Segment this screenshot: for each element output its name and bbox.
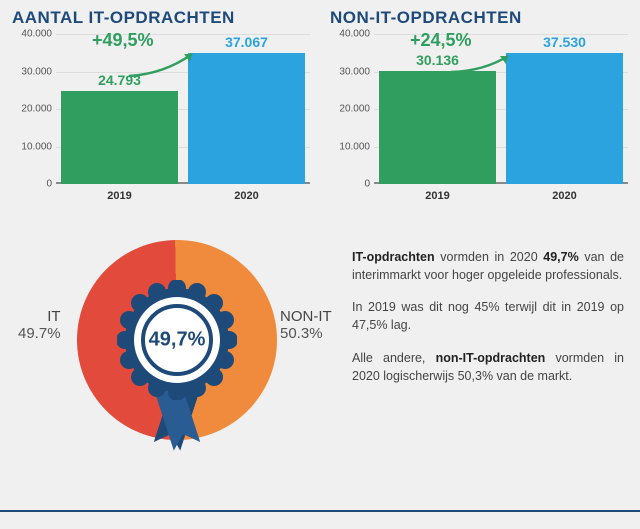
bar-2019-nonit: 30.136	[374, 34, 501, 184]
pie-right-name: NON-IT	[280, 308, 332, 325]
pie-right-pct: 50.3%	[280, 325, 332, 342]
bar	[61, 91, 178, 184]
bar	[379, 71, 496, 184]
bold-text: 49,7%	[543, 250, 578, 264]
growth-label-it: +49,5%	[92, 30, 154, 51]
ytick: 30.000	[21, 66, 52, 77]
x-label: 2019	[374, 190, 501, 202]
bar-2020-nonit: 37.530	[501, 34, 628, 184]
ytick: 0	[364, 179, 370, 190]
growth-label-nonit: +24,5%	[410, 30, 472, 51]
paragraph-3: Alle andere, non-IT-opdrachten vormden i…	[352, 349, 624, 385]
pie-center-pct: 49,7%	[149, 329, 206, 352]
text: Alle andere,	[352, 351, 436, 365]
pie-right-label: NON-IT 50.3%	[280, 308, 332, 342]
pie-wrap: 49,7%	[77, 240, 277, 440]
x-label: 2020	[183, 190, 310, 202]
pie-block: IT 49.7% NON-IT 50.3%	[12, 230, 342, 510]
bar-2019-it: 24.793	[56, 34, 183, 184]
bar	[188, 53, 305, 184]
ytick: 20.000	[339, 104, 370, 115]
chart-title-it: AANTAL IT-OPDRACHTEN	[12, 8, 310, 28]
ytick: 30.000	[339, 66, 370, 77]
ytick: 40.000	[339, 29, 370, 40]
chart-nonit: NON-IT-OPDRACHTEN +24,5% 40.000 30.000 2…	[330, 8, 628, 214]
text: vormden in 2020	[435, 250, 544, 264]
bar-2020-it: 37.067	[183, 34, 310, 184]
bottom-row: IT 49.7% NON-IT 50.3%	[12, 230, 628, 510]
ytick: 40.000	[21, 29, 52, 40]
ribbon-badge: 49,7%	[117, 280, 237, 400]
ytick: 10.000	[339, 141, 370, 152]
x-label: 2019	[56, 190, 183, 202]
bar-value: 37.067	[225, 34, 268, 50]
bold-text: IT-opdrachten	[352, 250, 435, 264]
ytick: 0	[46, 179, 52, 190]
pie-left-pct: 49.7%	[18, 325, 61, 342]
bold-text: non-IT-opdrachten	[436, 351, 546, 365]
chart-area-it: +49,5% 40.000 30.000 20.000 10.000 0	[56, 34, 310, 214]
pie-left-name: IT	[18, 308, 61, 325]
bar-value: 37.530	[543, 34, 586, 50]
chart-title-nonit: NON-IT-OPDRACHTEN	[330, 8, 628, 28]
bar-value: 24.793	[98, 72, 141, 88]
charts-row: AANTAL IT-OPDRACHTEN +49,5% 40.000 30.00…	[12, 8, 628, 214]
bar	[506, 53, 623, 184]
paragraph-2: In 2019 was dit nog 45% terwijl dit in 2…	[352, 298, 624, 334]
ytick: 20.000	[21, 104, 52, 115]
plot-nonit: 30.136 37.530	[374, 34, 628, 184]
chart-it: AANTAL IT-OPDRACHTEN +49,5% 40.000 30.00…	[12, 8, 310, 214]
chart-area-nonit: +24,5% 40.000 30.000 20.000 10.000 0	[374, 34, 628, 214]
ytick: 10.000	[21, 141, 52, 152]
bar-value: 30.136	[416, 52, 459, 68]
infographic: AANTAL IT-OPDRACHTEN +49,5% 40.000 30.00…	[0, 0, 640, 512]
y-axis-it: 40.000 30.000 20.000 10.000 0	[12, 34, 54, 184]
plot-it: 24.793 37.067	[56, 34, 310, 184]
y-axis-nonit: 40.000 30.000 20.000 10.000 0	[330, 34, 372, 184]
text-block: IT-opdrachten vormden in 2020 49,7% van …	[352, 230, 628, 510]
paragraph-1: IT-opdrachten vormden in 2020 49,7% van …	[352, 248, 624, 284]
x-label: 2020	[501, 190, 628, 202]
pie-left-label: IT 49.7%	[18, 308, 61, 342]
